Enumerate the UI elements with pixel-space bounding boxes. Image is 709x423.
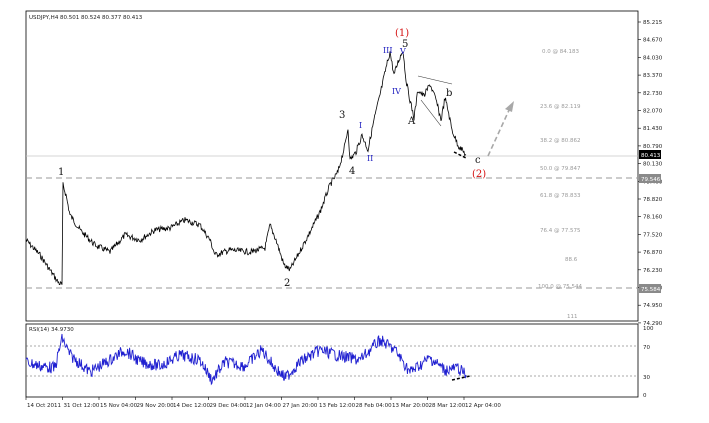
time-axis-label: 31 Oct 12:00 [64, 403, 100, 409]
current-price-badge-text: 80.413 [641, 153, 661, 159]
wave-label-paren-2: (2) [472, 169, 486, 180]
wave-label-sub-V: V [399, 47, 406, 56]
wave-label-3: 3 [339, 110, 345, 121]
dash-mark-price [453, 151, 467, 159]
price-pane[interactable] [25, 10, 639, 322]
wave-label-c: c [475, 155, 481, 166]
rsi-scale-30: 30 [643, 375, 650, 381]
price-axis-label: 80.790 [643, 144, 663, 150]
trendline-lower[interactable] [420, 99, 442, 127]
time-axis[interactable]: 14 Oct 2011 31 Oct 12:00 15 Nov 04:00 29 No… [25, 397, 501, 409]
wave-label-b: b [446, 88, 452, 99]
fib-label-100: 100.0 @ 75.544 [538, 284, 582, 290]
price-axis-label: 84.030 [643, 55, 663, 61]
time-axis-label: 28 Feb 04:00 [356, 403, 393, 409]
price-axis-label: 78.820 [643, 197, 663, 203]
grey-upper-badge [639, 174, 661, 183]
time-axis-label: 12 Apr 04:00 [465, 403, 501, 409]
time-axis-label: 13 Mar 20:00 [392, 403, 429, 409]
price-axis-label: 74.950 [643, 303, 663, 309]
projection-arrow-head [505, 101, 514, 112]
price-axis-label: 80.130 [643, 162, 663, 168]
wave-label-4: 4 [349, 166, 355, 177]
price-axis-label: 82.730 [643, 91, 663, 97]
trendline-upper[interactable] [417, 75, 453, 85]
fib-label-50: 50.0 @ 79.847 [540, 166, 581, 172]
wave-label-paren-1: (1) [395, 28, 409, 39]
price-axis-label: 81.430 [643, 126, 663, 132]
projection-arrow[interactable] [487, 107, 511, 157]
price-axis-label: 85.215 [643, 20, 663, 26]
wave-label-5: 5 [402, 39, 408, 50]
price-axis-label: 74.290 [643, 321, 663, 327]
time-axis-label: 27 Jan 20:00 [283, 403, 318, 409]
price-axis-label: 84.670 [643, 38, 663, 44]
time-axis-label: 15 Nov 04:00 [100, 403, 138, 409]
wave-label-sub-IV: IV [392, 87, 401, 96]
time-axis-label: 14 Oct 2011 [27, 403, 61, 409]
wave-label-1: 1 [58, 167, 64, 178]
rsi-scale-0: 0 [643, 393, 647, 399]
price-axis-label: 83.370 [643, 73, 663, 79]
time-axis-label: 14 Dec 12:00 [173, 403, 210, 409]
fib-label-618: 61.8 @ 78.833 [540, 193, 581, 199]
wave-label-sub-III: III [383, 46, 392, 55]
fib-retracement[interactable]: 0.0 @ 84.183 23.6 @ 82.119 38.2 @ 80.862… [538, 49, 582, 320]
fib-label-236: 23.6 @ 82.119 [540, 104, 581, 110]
price-axis-label: 76.870 [643, 250, 663, 256]
grey-lower-badge [639, 284, 661, 293]
fib-label-764: 76.4 @ 77.575 [540, 228, 581, 234]
rsi-scale-100: 100 [643, 326, 654, 332]
rsi-pane[interactable] [25, 323, 639, 398]
time-axis-label: 29 Dec 04:00 [210, 403, 247, 409]
price-axis-label: 76.230 [643, 268, 663, 274]
fib-label-0: 0.0 @ 84.183 [542, 49, 579, 55]
rsi-label: RSI(14) 34.9730 [29, 327, 74, 333]
price-axis-label: 82.070 [643, 109, 663, 115]
price-axis[interactable]: 85.215 84.670 84.030 83.370 82.730 82.070 81.4… [638, 20, 663, 327]
wave-label-sub-II: II [367, 154, 373, 163]
price-line[interactable] [25, 51, 467, 286]
price-axis-label: 77.520 [643, 232, 663, 238]
time-axis-label: 13 Feb 12:00 [319, 403, 356, 409]
fib-label-382: 38.2 @ 80.862 [540, 138, 581, 144]
current-price-badge [639, 150, 661, 159]
symbol-header: USDJPY,H4 80.501 80.524 80.377 80.413 [29, 15, 143, 21]
rsi-line[interactable] [25, 333, 467, 386]
wave-label-sub-I: I [359, 121, 362, 130]
time-axis-label: 12 Jan 04:00 [246, 403, 281, 409]
time-axis-label: 29 Nov 20:00 [137, 403, 175, 409]
wave-label-A: A [407, 116, 416, 127]
time-axis-label: 28 Mar 12:00 [429, 403, 466, 409]
fib-label-886: 88.6 [565, 257, 578, 263]
fib-label-111: 111 [567, 314, 578, 320]
grey-upper-badge-text: 79.546 [641, 177, 661, 183]
grey-lower-badge-text: 75.584 [641, 287, 661, 293]
wave-label-2: 2 [284, 278, 290, 289]
rsi-scale-70: 70 [643, 345, 650, 351]
dash-mark-rsi [451, 375, 471, 381]
price-axis-label: 78.160 [643, 215, 663, 221]
